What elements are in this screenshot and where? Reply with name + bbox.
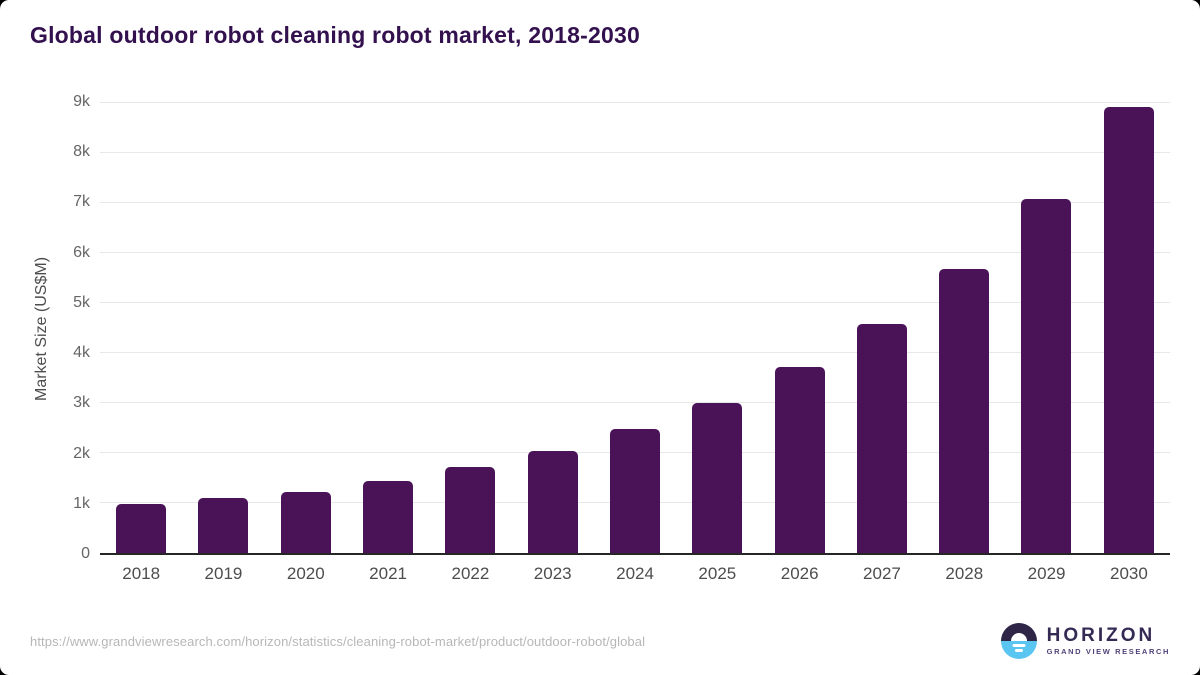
- horizon-logo: HORIZON GRAND VIEW RESEARCH: [1000, 623, 1170, 659]
- y-tick-9k: 9k: [73, 93, 90, 110]
- bar-2029: [1021, 198, 1072, 553]
- gridline-4000: [100, 352, 1170, 353]
- y-axis-tick-labels: 0 1k 2k 3k 4k 5k 6k 7k 8k 9k: [54, 93, 100, 562]
- logo-name: HORIZON: [1046, 625, 1156, 646]
- y-tick-4k: 4k: [73, 344, 90, 362]
- source-url: https://www.grandviewresearch.com/horizo…: [30, 633, 646, 649]
- bar-2026: [774, 366, 825, 553]
- gridline-3000: [100, 402, 1170, 404]
- sun-shape: [1010, 633, 1027, 641]
- y-tick-1k: 1k: [73, 494, 90, 512]
- y-tick-5k: 5k: [73, 293, 90, 311]
- x-tick-2028: 2028: [945, 564, 984, 583]
- bar-2018: [116, 504, 167, 553]
- y-tick-7k: 7k: [73, 193, 90, 211]
- x-tick-2030: 2030: [1109, 564, 1148, 583]
- gridline-6000: [100, 252, 1170, 254]
- logo-subtitle: GRAND VIEW RESEARCH: [1046, 647, 1170, 656]
- bar-2023: [527, 450, 578, 553]
- plot-area: [100, 102, 1170, 555]
- x-tick-2025: 2025: [698, 564, 737, 583]
- y-tick-3k: 3k: [73, 394, 90, 412]
- bar-2020: [280, 492, 331, 553]
- gridline-9000: [100, 102, 1170, 103]
- x-tick-2024: 2024: [616, 564, 654, 583]
- bar-chart: Market Size (US$M) 0 1k 2k 3k 4k 5k 6k 7k 8k 9k 2…: [30, 93, 1170, 584]
- x-tick-2018: 2018: [122, 564, 161, 583]
- chart-title: Global outdoor robot cleaning robot mark…: [30, 22, 640, 48]
- footer: https://www.grandviewresearch.com/horizo…: [30, 623, 1170, 659]
- logo-text: HORIZON GRAND VIEW RESEARCH: [1046, 625, 1170, 657]
- x-axis-tick-labels: 2018 2019 2020 2021 2022 2023 2024 2025 2026 2027…: [100, 555, 1170, 584]
- y-tick-6k: 6k: [73, 243, 90, 261]
- wave-shape: [1012, 644, 1026, 647]
- x-tick-2027: 2027: [863, 564, 901, 583]
- x-tick-2020: 2020: [286, 564, 325, 583]
- bar-2021: [363, 480, 414, 553]
- bar-2028: [939, 269, 990, 553]
- y-tick-0: 0: [81, 545, 90, 562]
- gridline-7000: [100, 202, 1170, 203]
- bar-2022: [445, 467, 496, 553]
- x-tick-2029: 2029: [1027, 564, 1066, 583]
- y-axis-title: Market Size (US$M): [33, 256, 50, 402]
- bar-2030: [1103, 107, 1154, 553]
- x-tick-2022: 2022: [451, 564, 490, 583]
- y-tick-8k: 8k: [73, 143, 90, 161]
- horizon-sun-icon: [1000, 623, 1037, 659]
- bar-2025: [692, 402, 743, 553]
- gridline-5000: [100, 302, 1170, 303]
- y-tick-2k: 2k: [73, 444, 90, 462]
- x-tick-2023: 2023: [533, 564, 572, 583]
- gridline-8000: [100, 152, 1170, 153]
- x-tick-2026: 2026: [780, 564, 819, 583]
- bar-2027: [856, 323, 907, 553]
- x-tick-2019: 2019: [204, 564, 243, 583]
- wave-shape: [1014, 649, 1023, 652]
- x-tick-2021: 2021: [369, 564, 407, 583]
- bar-2019: [198, 497, 249, 553]
- bar-2024: [609, 429, 660, 553]
